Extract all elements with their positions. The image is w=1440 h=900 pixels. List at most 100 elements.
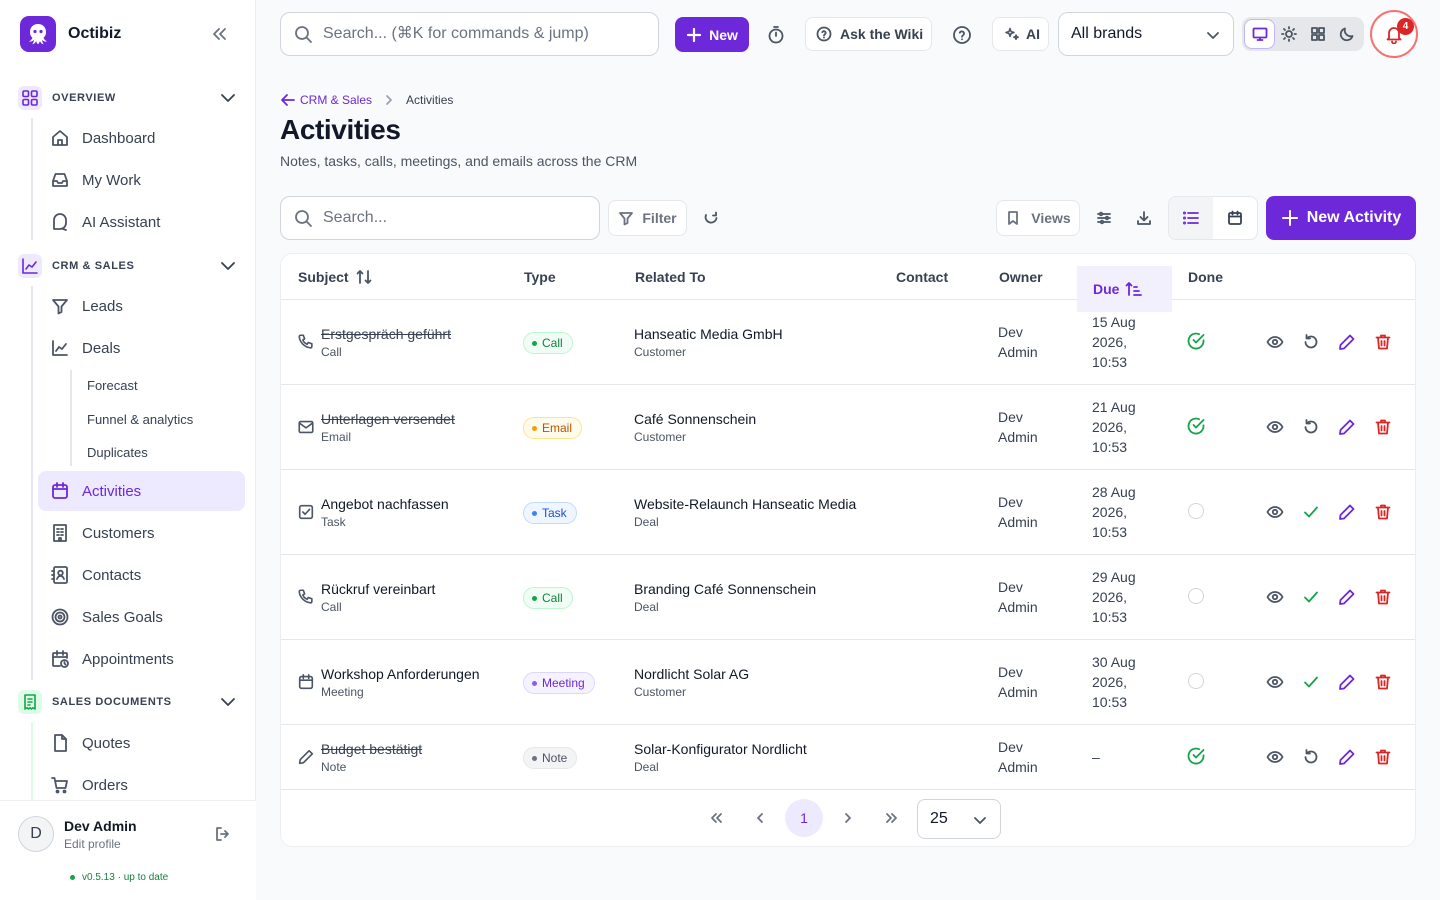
notifications-button[interactable]: 4 xyxy=(1370,10,1418,58)
logout-icon[interactable] xyxy=(214,825,232,843)
edit-icon[interactable] xyxy=(1338,748,1356,766)
delete-icon[interactable] xyxy=(1374,333,1392,351)
table-row[interactable]: Erstgespräch geführt Call Call Hanseatic… xyxy=(281,300,1415,385)
avatar[interactable]: D xyxy=(18,816,54,852)
last-page-icon[interactable] xyxy=(879,806,905,830)
sidebar-item-customers[interactable]: Customers xyxy=(38,513,245,553)
download-icon[interactable] xyxy=(1134,208,1154,228)
table-search-input[interactable] xyxy=(323,209,583,227)
first-page-icon[interactable] xyxy=(703,806,729,830)
edit-icon[interactable] xyxy=(1338,588,1356,606)
column-due[interactable]: Due xyxy=(1077,266,1172,312)
reopen-icon[interactable] xyxy=(1302,418,1320,436)
sidebar-subitem-funnel[interactable]: Funnel & analytics xyxy=(87,412,194,427)
table-row[interactable]: Angebot nachfassen Task Task Website-Rel… xyxy=(281,470,1415,555)
brand-select[interactable]: All brands xyxy=(1058,12,1234,56)
section-crm-sales[interactable]: CRM & SALES xyxy=(18,252,244,280)
section-overview[interactable]: OVERVIEW xyxy=(18,84,244,112)
columns-settings-icon[interactable] xyxy=(1094,208,1114,228)
subject-cell[interactable]: Erstgespräch geführt Call xyxy=(321,326,451,359)
view-icon[interactable] xyxy=(1266,333,1284,351)
sidebar-item-orders[interactable]: Orders xyxy=(38,765,245,805)
related-cell[interactable]: Café Sonnenschein Customer xyxy=(634,411,756,444)
sidebar-item-ai-assistant[interactable]: AI Assistant xyxy=(38,202,245,242)
view-icon[interactable] xyxy=(1266,503,1284,521)
not-done-circle[interactable] xyxy=(1186,501,1206,521)
delete-icon[interactable] xyxy=(1374,418,1392,436)
sidebar-item-deals[interactable]: Deals xyxy=(38,328,245,368)
ai-button[interactable]: AI xyxy=(992,17,1049,51)
table-search[interactable] xyxy=(280,196,600,240)
global-search-input[interactable] xyxy=(323,25,643,43)
edit-icon[interactable] xyxy=(1338,503,1356,521)
table-row[interactable]: Workshop Anforderungen Meeting Meeting N… xyxy=(281,640,1415,725)
page-number-current[interactable]: 1 xyxy=(785,799,823,837)
new-button[interactable]: New xyxy=(675,17,749,52)
subject-cell[interactable]: Rückruf vereinbart Call xyxy=(321,581,435,614)
sidebar-item-my-work[interactable]: My Work xyxy=(38,160,245,200)
related-cell[interactable]: Nordlicht Solar AG Customer xyxy=(634,666,749,699)
filter-button[interactable]: Filter xyxy=(608,200,687,236)
sidebar-item-dashboard[interactable]: Dashboard xyxy=(38,118,245,158)
refresh-icon[interactable] xyxy=(701,208,721,228)
complete-check-icon[interactable] xyxy=(1302,503,1320,521)
edit-icon[interactable] xyxy=(1338,673,1356,691)
sidebar-item-quotes[interactable]: Quotes xyxy=(38,723,245,763)
brand[interactable]: Octibiz xyxy=(20,16,121,52)
global-search[interactable] xyxy=(280,12,659,56)
related-cell[interactable]: Hanseatic Media GmbH Customer xyxy=(634,326,783,359)
delete-icon[interactable] xyxy=(1374,588,1392,606)
page-size-select[interactable]: 25 xyxy=(917,799,1001,839)
subject-cell[interactable]: Budget bestätigt Note xyxy=(321,741,422,774)
column-contact[interactable]: Contact xyxy=(896,269,949,285)
not-done-circle[interactable] xyxy=(1186,671,1206,691)
monitor-icon[interactable] xyxy=(1245,20,1274,48)
sidebar-item-contacts[interactable]: Contacts xyxy=(38,555,245,595)
subject-cell[interactable]: Workshop Anforderungen Meeting xyxy=(321,666,480,699)
sidebar-item-activities[interactable]: Activities xyxy=(38,471,245,511)
edit-icon[interactable] xyxy=(1338,333,1356,351)
column-related-to[interactable]: Related To xyxy=(635,269,706,285)
table-row[interactable]: Rückruf vereinbart Call Call Branding Ca… xyxy=(281,555,1415,640)
complete-check-icon[interactable] xyxy=(1302,673,1320,691)
column-owner[interactable]: Owner xyxy=(999,269,1043,285)
section-sales-documents[interactable]: SALES DOCUMENTS xyxy=(18,688,244,716)
sidebar-subitem-forecast[interactable]: Forecast xyxy=(87,378,138,393)
views-button[interactable]: Views xyxy=(996,200,1080,236)
delete-icon[interactable] xyxy=(1374,748,1392,766)
calendar-view-icon[interactable] xyxy=(1213,197,1257,239)
moon-icon[interactable] xyxy=(1332,20,1361,48)
new-activity-button[interactable]: New Activity xyxy=(1266,196,1416,240)
related-cell[interactable]: Branding Café Sonnenschein Deal xyxy=(634,581,816,614)
edit-icon[interactable] xyxy=(1338,418,1356,436)
sidebar-item-sales-goals[interactable]: Sales Goals xyxy=(38,597,245,637)
done-check-icon[interactable] xyxy=(1186,416,1206,436)
table-row[interactable]: Budget bestätigt Note Note Solar-Konfigu… xyxy=(281,725,1415,790)
prev-page-icon[interactable] xyxy=(747,806,773,830)
sidebar-subitem-duplicates[interactable]: Duplicates xyxy=(87,445,148,460)
reopen-icon[interactable] xyxy=(1302,748,1320,766)
not-done-circle[interactable] xyxy=(1186,586,1206,606)
sun-icon[interactable] xyxy=(1274,20,1303,48)
breadcrumb-parent-link[interactable]: CRM & Sales xyxy=(280,92,372,108)
column-subject[interactable]: Subject xyxy=(298,254,373,300)
column-done[interactable]: Done xyxy=(1188,269,1223,285)
help-icon[interactable] xyxy=(950,23,974,47)
reopen-icon[interactable] xyxy=(1302,333,1320,351)
sidebar-item-leads[interactable]: Leads xyxy=(38,286,245,326)
delete-icon[interactable] xyxy=(1374,673,1392,691)
timer-icon[interactable] xyxy=(764,23,788,47)
related-cell[interactable]: Website-Relaunch Hanseatic Media Deal xyxy=(634,496,856,529)
view-icon[interactable] xyxy=(1266,588,1284,606)
done-check-icon[interactable] xyxy=(1186,746,1206,766)
ask-wiki-button[interactable]: Ask the Wiki xyxy=(805,17,932,51)
delete-icon[interactable] xyxy=(1374,503,1392,521)
complete-check-icon[interactable] xyxy=(1302,588,1320,606)
edit-profile-link[interactable]: Edit profile xyxy=(64,837,121,851)
next-page-icon[interactable] xyxy=(835,806,861,830)
sidebar-item-appointments[interactable]: Appointments xyxy=(38,639,245,679)
column-type[interactable]: Type xyxy=(524,269,556,285)
subject-cell[interactable]: Unterlagen versendet Email xyxy=(321,411,455,444)
subject-cell[interactable]: Angebot nachfassen Task xyxy=(321,496,449,529)
view-icon[interactable] xyxy=(1266,418,1284,436)
